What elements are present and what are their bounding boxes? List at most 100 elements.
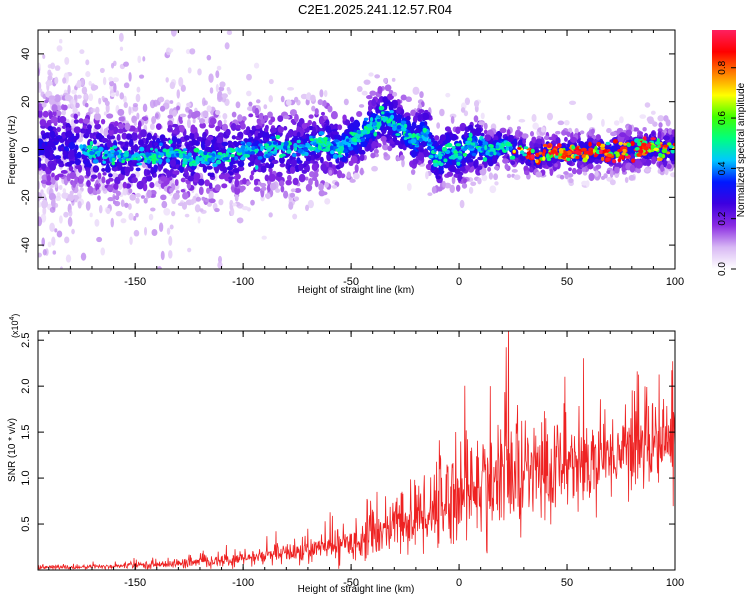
spectrogram-haze-cell <box>218 86 225 92</box>
spectrogram-haze-cell <box>88 80 92 86</box>
spectrogram-cell <box>514 157 519 163</box>
spectrogram-cell <box>51 104 58 112</box>
spectrogram-peak-cell <box>151 160 157 165</box>
spectrogram-haze-cell <box>59 38 63 44</box>
spectrogram-cell <box>113 121 119 127</box>
spectrogram-cell <box>172 192 180 200</box>
spectrogram-cell <box>465 165 471 171</box>
spectrogram-cell <box>383 152 388 157</box>
spectrogram-cell <box>117 108 125 117</box>
spectrogram-peak-cell <box>606 153 613 158</box>
spectrogram-peak-cell <box>237 147 243 153</box>
spectrogram-cell <box>151 135 157 141</box>
spectrogram-cell <box>81 129 87 134</box>
spectrogram-cell <box>201 142 206 151</box>
spectrogram-cell <box>425 171 429 180</box>
spectrogram-cell <box>269 127 277 134</box>
spectrogram-cell <box>417 114 422 122</box>
spectrogram-cell <box>128 138 134 146</box>
spectrogram-peak-cell <box>526 151 532 155</box>
spectrogram-haze-cell <box>98 97 102 105</box>
spectrogram-haze-cell <box>166 227 171 235</box>
spectrogram-cell <box>138 139 144 146</box>
snr-x-tick-label: -100 <box>232 577 254 589</box>
spectrogram-peak-cell <box>372 121 377 126</box>
spectrogram-peak-cell <box>563 152 568 156</box>
spectrogram-cell <box>613 120 620 126</box>
spectrogram-peak-cell <box>427 145 432 151</box>
spectrogram-cell <box>279 163 286 168</box>
spectrogram-cell <box>171 136 177 145</box>
spectrogram-peak-cell <box>621 155 625 160</box>
spectrogram-cell <box>464 97 471 106</box>
spectrogram-peak-cell <box>283 141 289 147</box>
spectrogram-cell <box>382 143 389 151</box>
spectrogram-peak-cell <box>485 151 490 156</box>
spectrogram-cell <box>601 118 605 127</box>
spectrogram-cell <box>405 96 412 103</box>
spectrogram-cell <box>417 152 425 161</box>
spectrogram-cell <box>579 130 585 135</box>
spectrogram-haze-cell <box>192 118 196 124</box>
spectrogram-cell <box>62 150 67 157</box>
spectrogram-cell <box>76 94 82 99</box>
spectrogram-cell <box>621 165 626 173</box>
spectrogram-haze-cell <box>209 87 214 94</box>
spectrogram-peak-cell <box>216 155 222 159</box>
spectrogram-cell <box>230 156 235 162</box>
spectrogram-haze-cell <box>109 80 115 87</box>
spectrogram-peak-cell <box>557 152 563 157</box>
spectrogram-cell <box>249 174 254 181</box>
spectrogram-peak-cell <box>376 118 381 122</box>
spectrogram-haze-cell <box>38 180 41 190</box>
spectrogram-cell <box>242 177 247 185</box>
spectrogram-haze-cell <box>222 113 228 120</box>
spectrogram-haze-cell <box>59 10 63 16</box>
spectrogram-haze-cell <box>79 49 85 55</box>
spectrogram-cell <box>293 96 299 103</box>
spectrogram-peak-cell <box>433 162 439 168</box>
spectrogram-cell <box>258 152 264 157</box>
spectrogram-cell <box>100 118 106 125</box>
spectrogram-peak-cell <box>392 126 397 131</box>
spectrogram-cell <box>524 170 530 176</box>
spectrogram-cell <box>322 99 327 107</box>
spectrogram-cell <box>366 95 373 100</box>
spectrogram-cell <box>46 140 54 148</box>
spectrogram-cell <box>107 196 114 202</box>
spectrogram-peak-cell <box>605 141 611 146</box>
spectrogram-cell <box>167 114 174 119</box>
spectrogram-cell <box>328 161 333 168</box>
spectrogram-haze-cell <box>107 0 113 6</box>
spectrogram-cell <box>249 156 255 162</box>
spectrogram-cell <box>228 176 235 180</box>
spectrogram-cell <box>198 118 206 124</box>
spectrogram-cell <box>476 165 483 171</box>
spectrogram-cell <box>435 175 442 180</box>
spectrogram-cell <box>296 131 301 138</box>
spectrogram-cell <box>280 95 285 103</box>
spectrogram-cell <box>610 131 617 137</box>
spectrogram-peak-cell <box>147 159 151 164</box>
spectrogram-cell <box>358 149 366 156</box>
spectrogram-peak-cell <box>512 149 516 153</box>
spectrogram-peak-cell <box>423 137 428 142</box>
spectrogram-cell <box>474 124 482 128</box>
spectrogram-cell <box>568 167 572 172</box>
spectrogram-peak-cell <box>337 154 344 158</box>
spectrogram-cell <box>124 166 131 174</box>
spectrogram-cell <box>191 138 197 146</box>
spectrogram-cell <box>457 173 463 182</box>
spectrogram-cell <box>146 132 153 141</box>
spectrogram-cell <box>108 142 114 147</box>
spectrogram-cell <box>489 185 497 194</box>
spectrogram-cell <box>248 101 253 107</box>
spectrogram-cell <box>246 90 252 97</box>
spectrogram-haze-cell <box>85 201 91 211</box>
spectrogram-peak-cell <box>596 141 601 147</box>
spectrogram-cell <box>259 130 264 136</box>
spectrogram-peak-cell <box>359 133 364 137</box>
spectrogram-peak-cell <box>246 146 252 151</box>
spectrogram-peak-cell <box>339 145 345 151</box>
spectrogram-cell <box>268 212 273 218</box>
